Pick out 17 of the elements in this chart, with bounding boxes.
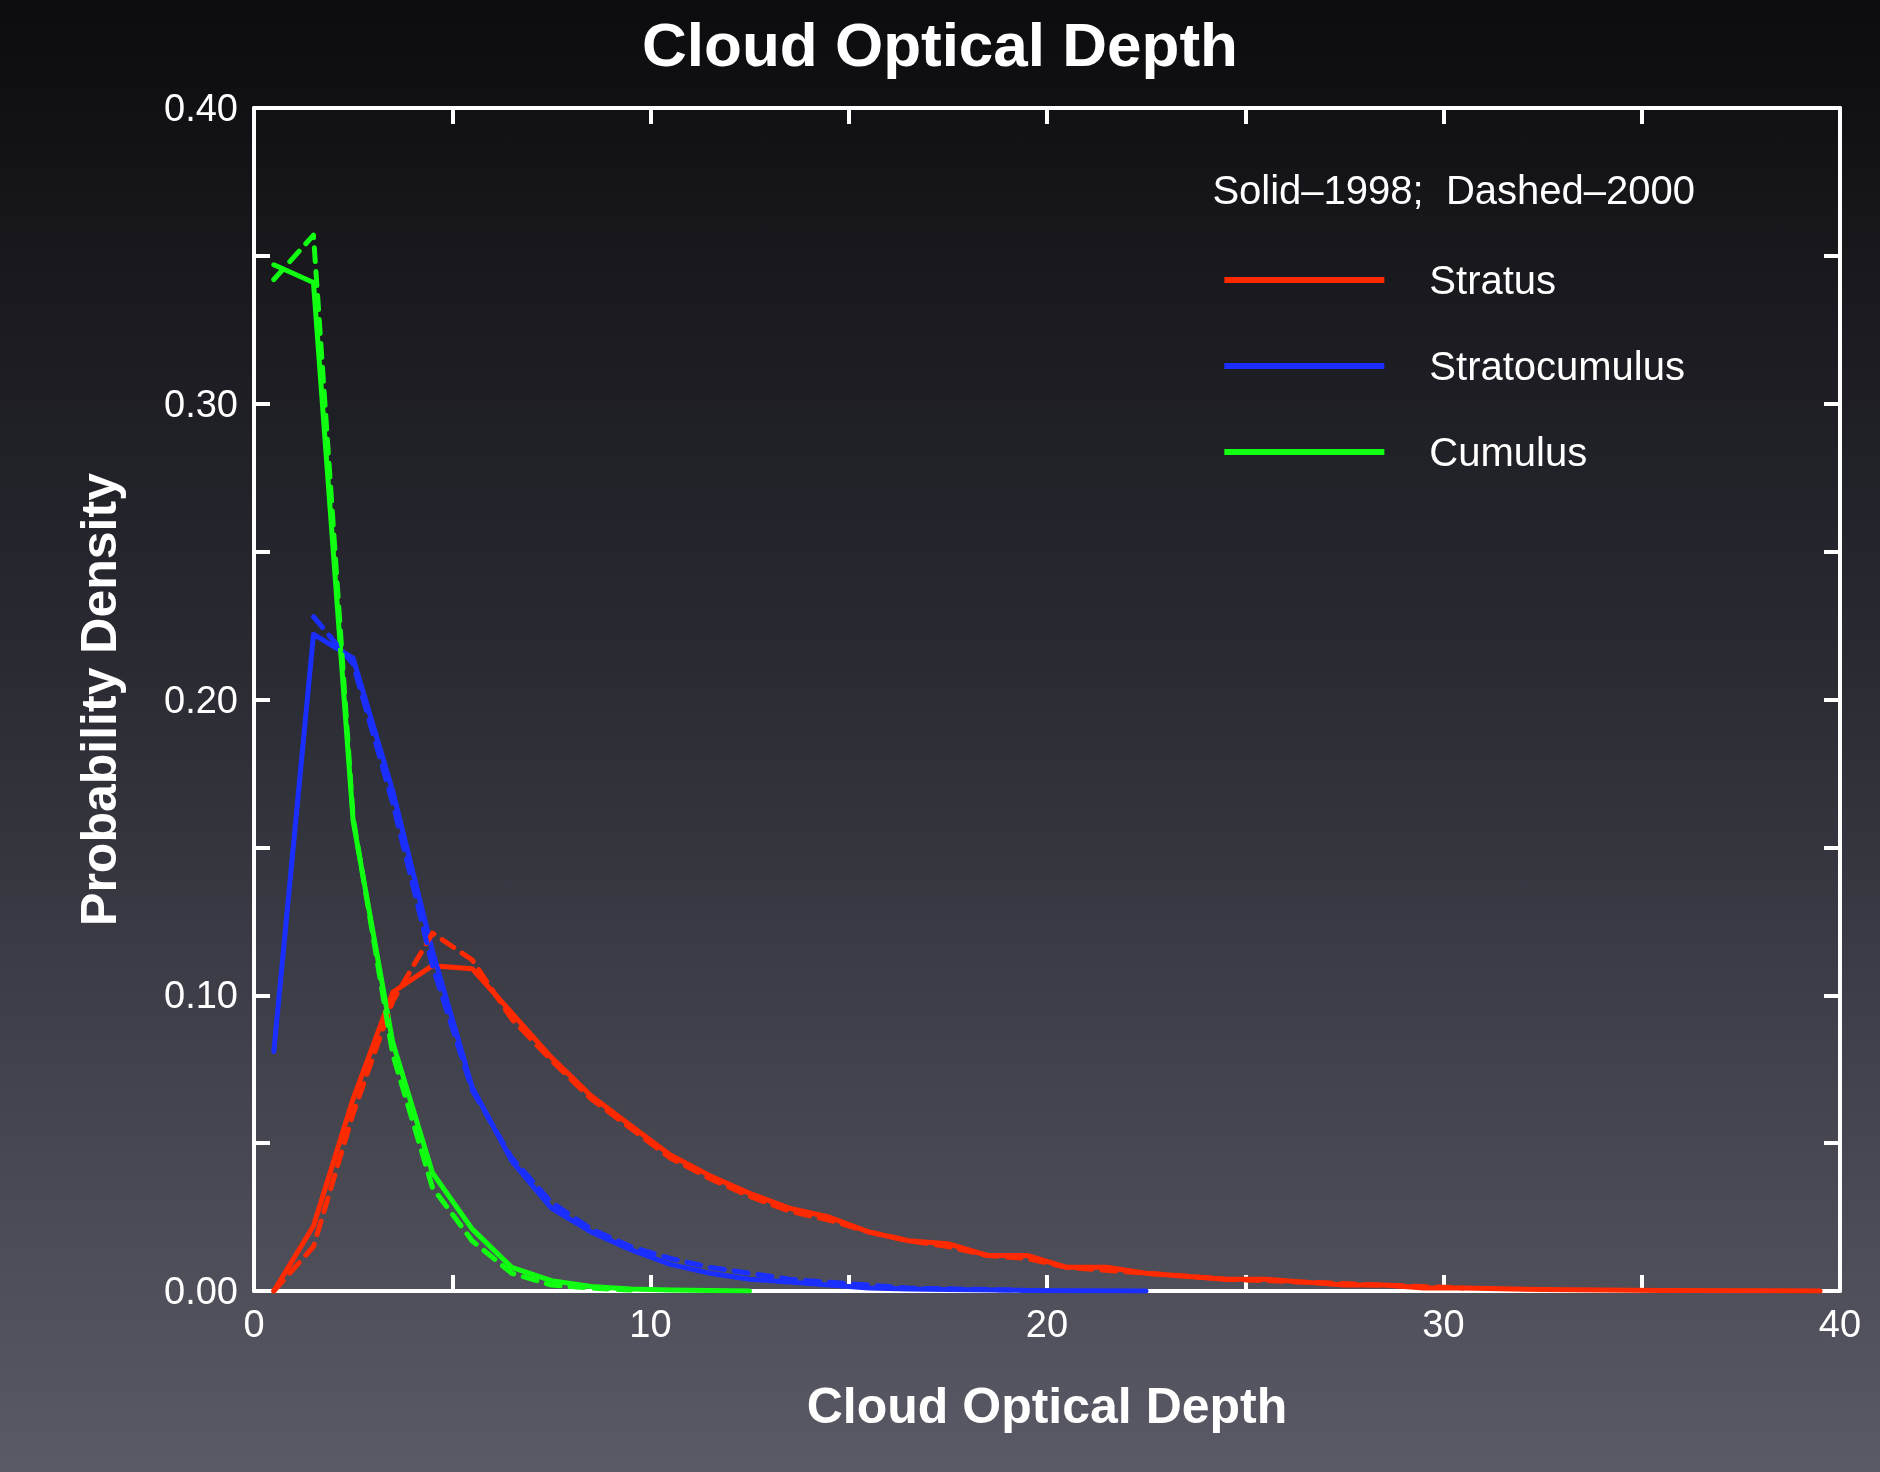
legend-label: Cumulus [1429,430,1588,474]
legend-label: Stratus [1429,258,1557,302]
y-tick-label: 0.00 [164,1270,238,1312]
y-tick-label: 0.10 [164,974,238,1017]
x-tick-label: 0 [243,1303,265,1345]
y-tick-label: 0.40 [164,87,238,129]
legend-label: Stratocumulus [1429,344,1686,388]
x-tick-label: 20 [1025,1303,1069,1345]
x-axis-title: Cloud Optical Depth [806,1378,1288,1434]
y-tick-label: 0.20 [164,678,238,721]
x-tick-label: 10 [629,1303,672,1345]
chart-title: Cloud Optical Depth [642,9,1238,79]
x-tick-label: 30 [1422,1303,1465,1345]
y-tick-label: 0.30 [164,382,238,425]
x-tick-label: 40 [1818,1303,1862,1345]
y-axis-title: Probability Density [71,472,127,926]
legend-title: Solid–1998; Dashed–2000 [1212,168,1696,212]
